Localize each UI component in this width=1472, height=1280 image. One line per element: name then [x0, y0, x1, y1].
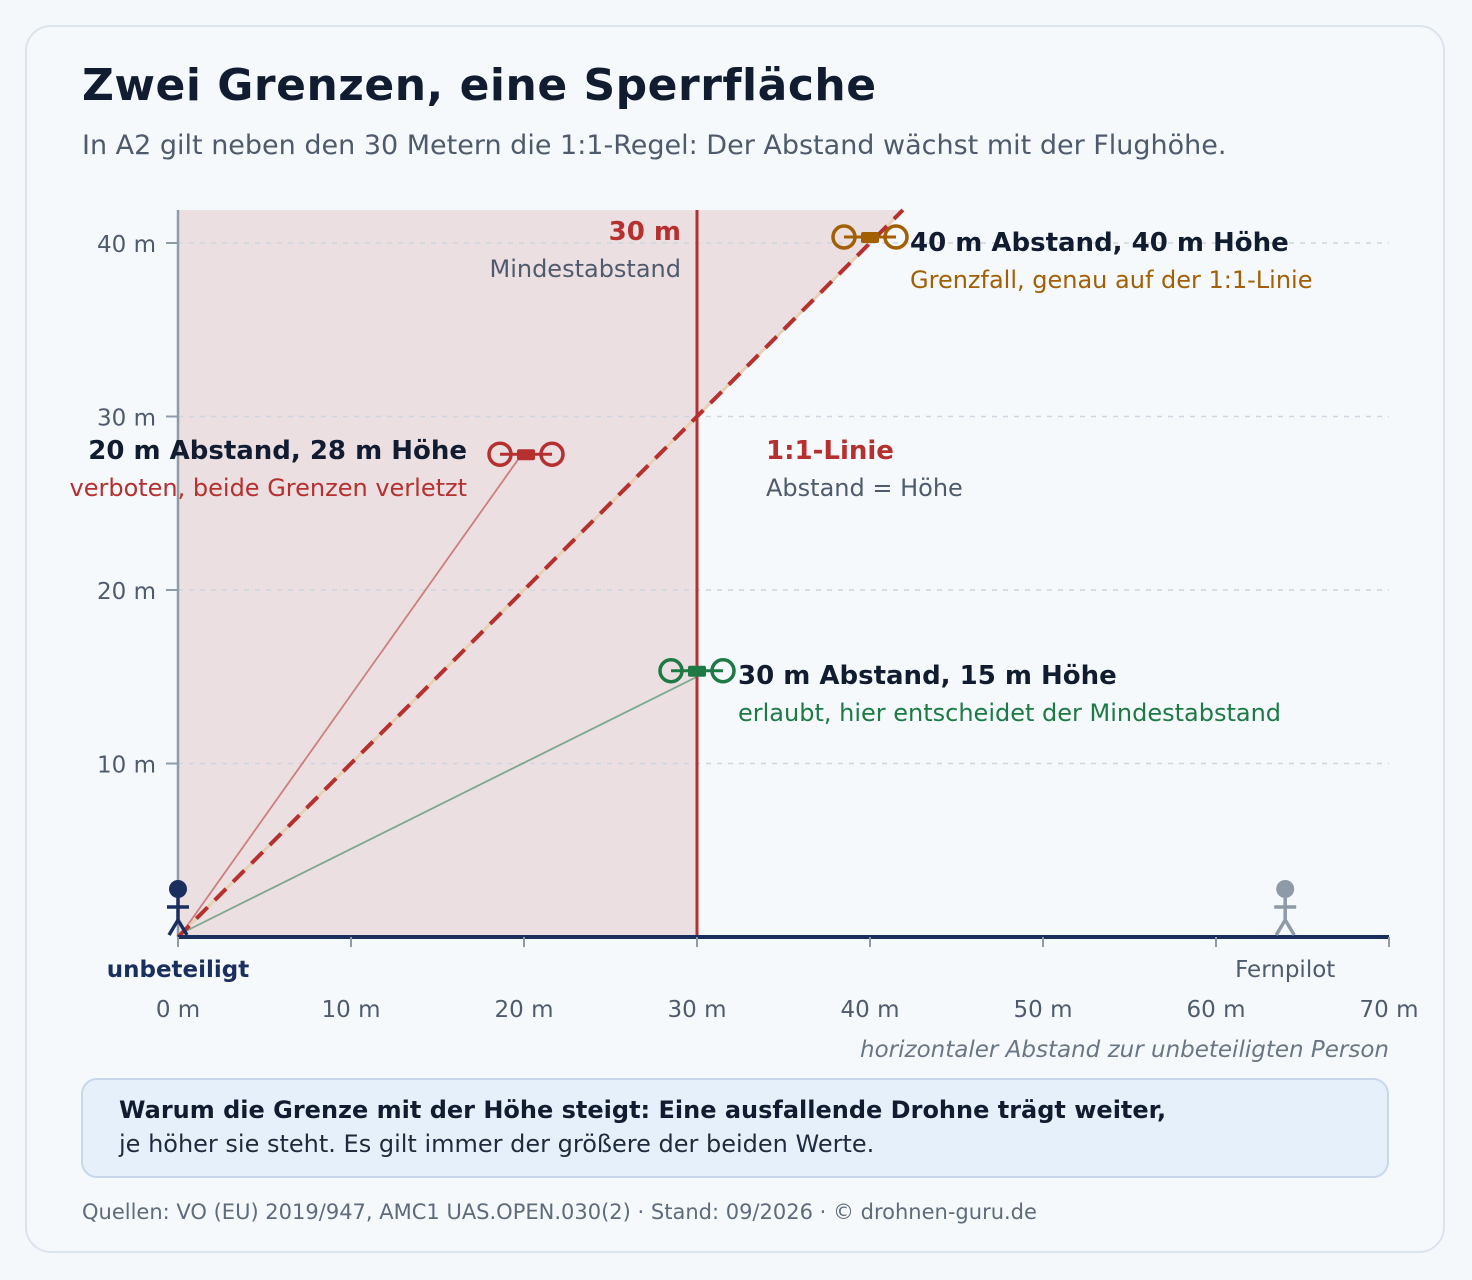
drone-body — [861, 232, 879, 243]
person-leg — [1274, 919, 1287, 936]
y-tick-label: 40 m — [97, 232, 156, 258]
drone-icon — [658, 658, 736, 684]
person-leg — [1283, 919, 1296, 936]
ratio-line-caption: Abstand = Höhe — [766, 474, 963, 502]
person-leg — [167, 919, 180, 936]
drone-body — [517, 449, 535, 461]
bystander-label: unbeteiligt — [107, 957, 250, 983]
pilot-person-icon — [1274, 880, 1297, 936]
x-tick-label: 40 m — [841, 997, 900, 1023]
drone-body — [688, 665, 706, 677]
drone-tether-line — [181, 675, 698, 934]
person-head — [169, 880, 187, 898]
x-tick-label: 50 m — [1014, 997, 1073, 1023]
x-tick-label: 0 m — [156, 997, 200, 1023]
drone-status: erlaubt, hier entscheidet der Mindestabs… — [738, 699, 1281, 727]
x-tick-label: 30 m — [668, 997, 727, 1023]
y-tick-label: 20 m — [97, 579, 156, 605]
x-tick-label: 20 m — [495, 997, 554, 1023]
chart-title: Zwei Grenzen, eine Sperrfläche — [82, 60, 877, 111]
drone-rotor — [539, 441, 565, 467]
drone-rotor — [831, 224, 857, 250]
drone-rotor — [710, 658, 736, 684]
drone-rotor — [883, 224, 909, 250]
drone-status: verboten, beide Grenzen verletzt — [70, 474, 468, 502]
y-tick-label: 30 m — [97, 406, 156, 432]
drone-icon — [487, 441, 565, 467]
person-head — [1276, 880, 1295, 898]
x-tick-label: 10 m — [322, 997, 381, 1023]
info-box-text: je höher sie steht. Es gilt immer der gr… — [119, 1130, 875, 1158]
drone-rotor — [658, 658, 684, 684]
bystander-person-icon — [167, 880, 189, 936]
drone-label: 20 m Abstand, 28 m Höhe — [88, 436, 467, 466]
drone-tether-line — [181, 450, 525, 934]
chart-subtitle: In A2 gilt neben den 30 Metern die 1:1-R… — [82, 130, 1227, 161]
drone-label: 30 m Abstand, 15 m Höhe — [738, 661, 1117, 691]
min-distance-caption: Mindestabstand — [489, 255, 681, 283]
x-axis-title: horizontaler Abstand zur unbeteiligten P… — [860, 1037, 1389, 1063]
drone-label: 40 m Abstand, 40 m Höhe — [910, 228, 1289, 258]
info-box: Warum die Grenze mit der Höhe steigt: Ei… — [81, 1078, 1389, 1178]
ratio-line — [176, 208, 905, 939]
ratio-line-label: 1:1-Linie — [766, 436, 894, 466]
x-tick-label: 60 m — [1187, 997, 1246, 1023]
info-box-heading: Warum die Grenze mit der Höhe steigt: Ei… — [119, 1096, 1167, 1124]
drone-icon — [831, 224, 909, 250]
min-distance-value-label: 30 m — [609, 217, 681, 247]
drone-rotor — [487, 441, 513, 467]
source-footer: Quellen: VO (EU) 2019/947, AMC1 UAS.OPEN… — [82, 1200, 1037, 1224]
x-tick-label: 70 m — [1360, 997, 1419, 1023]
person-leg — [176, 919, 189, 936]
y-tick-label: 10 m — [97, 753, 156, 779]
drone-status: Grenzfall, genau auf der 1:1-Linie — [910, 266, 1312, 294]
pilot-label: Fernpilot — [1235, 957, 1335, 983]
